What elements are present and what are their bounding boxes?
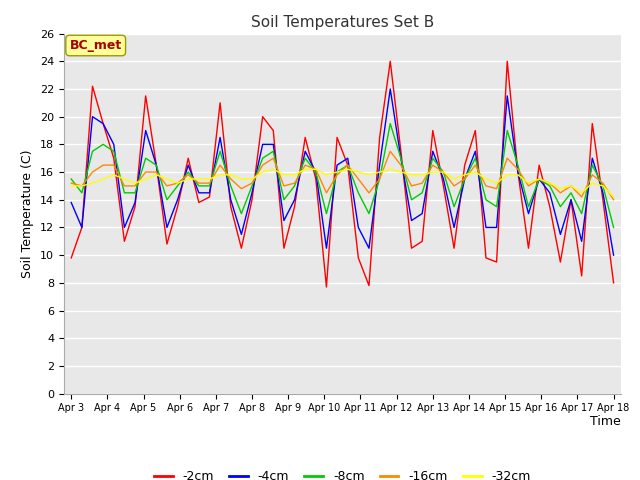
Legend: -2cm, -4cm, -8cm, -16cm, -32cm: -2cm, -4cm, -8cm, -16cm, -32cm	[149, 465, 536, 480]
Title: Soil Temperatures Set B: Soil Temperatures Set B	[251, 15, 434, 30]
X-axis label: Time: Time	[590, 415, 621, 428]
Y-axis label: Soil Temperature (C): Soil Temperature (C)	[22, 149, 35, 278]
Text: BC_met: BC_met	[70, 39, 122, 52]
